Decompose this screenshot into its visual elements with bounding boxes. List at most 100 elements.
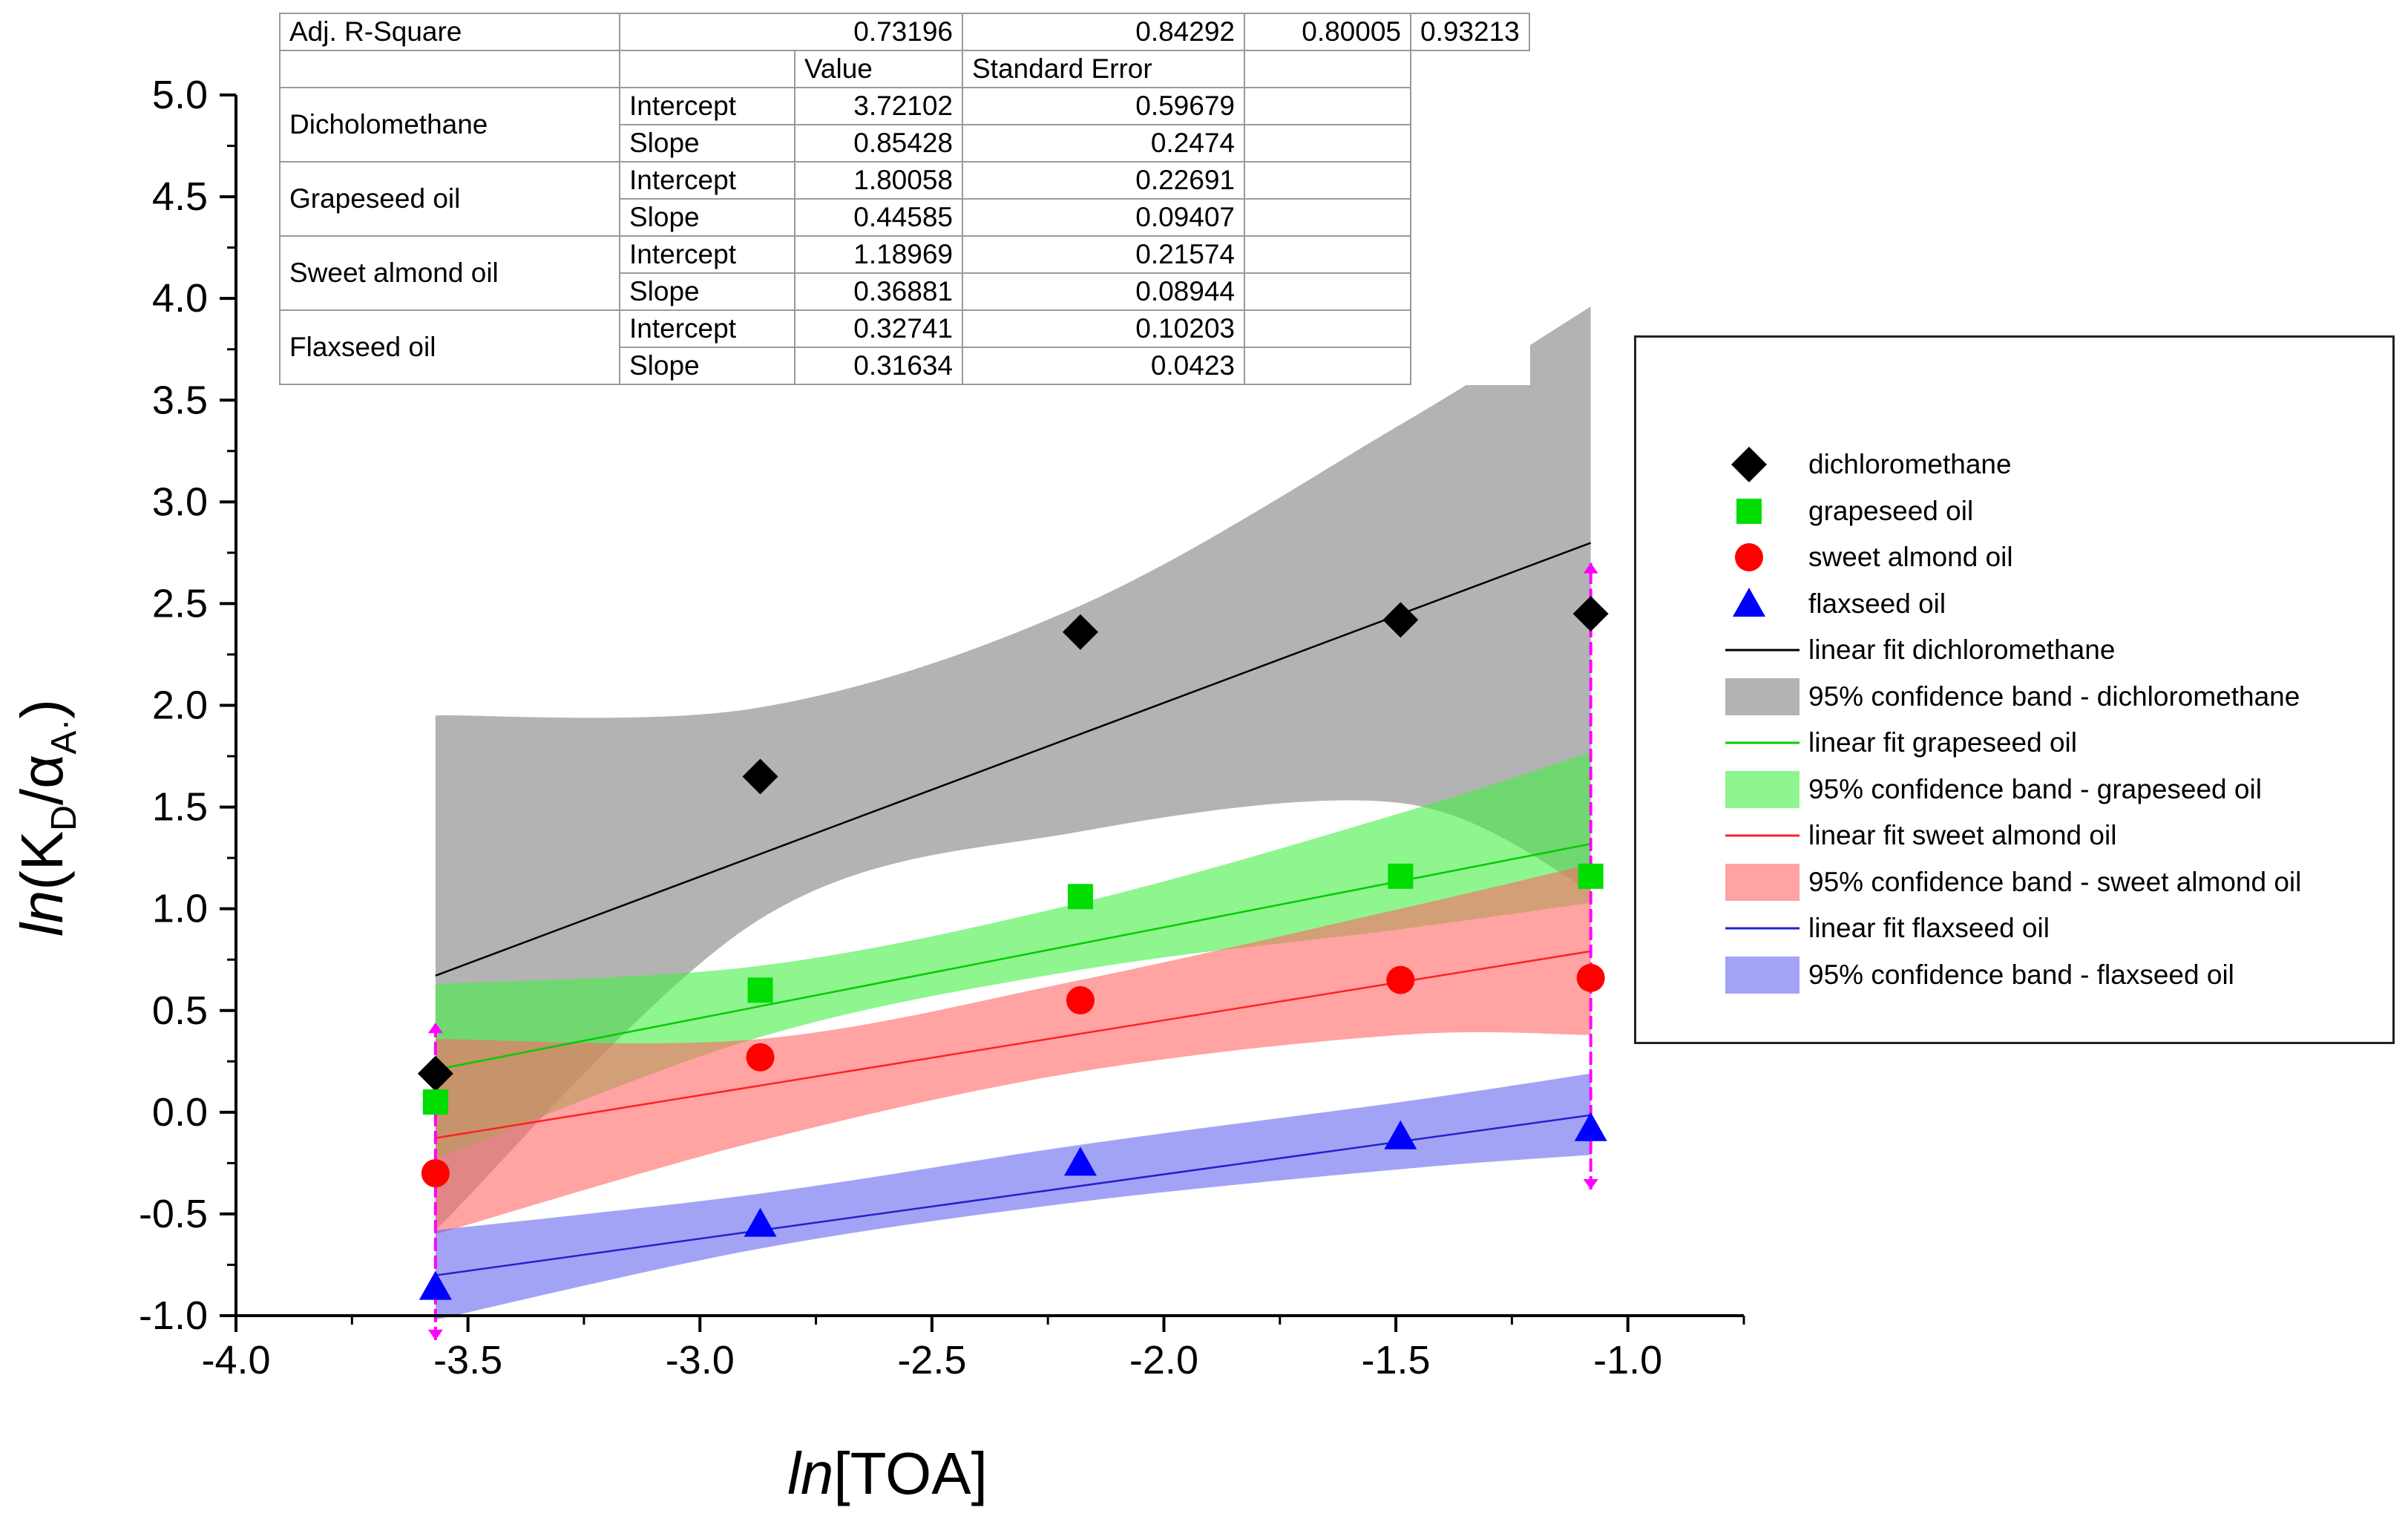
legend-entry: 95% confidence band - flaxseed oil	[1725, 952, 2234, 998]
point-flaxseed-oil	[744, 1207, 777, 1237]
point-sweet-almond-oil	[1576, 963, 1605, 992]
table-row: Slope 0.85428 0.2474	[280, 124, 1529, 163]
legend-symbol	[1725, 720, 1800, 766]
point-sweet-almond-oil	[746, 1043, 775, 1072]
legend-symbol	[1725, 859, 1800, 905]
legend-symbol	[1725, 627, 1800, 673]
legend-label: grapeseed oil	[1808, 495, 1974, 526]
point-flaxseed-oil	[1574, 1112, 1607, 1141]
y-tick-label: -0.5	[139, 1192, 208, 1236]
table-cell: 0.32741	[794, 309, 963, 348]
table-cell: 1.18969	[794, 235, 963, 274]
point-grapeseed-oil	[422, 1089, 448, 1115]
y-tick-label: 3.0	[152, 479, 208, 524]
legend-symbol	[1725, 767, 1800, 813]
table-cell	[1244, 124, 1411, 163]
legend: dichloromethane grapeseed oil sweet almond…	[1634, 335, 2395, 1044]
x-tick-label: -1.0	[1593, 1338, 1662, 1382]
point-grapeseed-oil	[1388, 863, 1414, 889]
legend-label: 95% confidence band - grapeseed oil	[1808, 773, 2262, 804]
y-axis-label: ln(KD/αA·)	[9, 699, 84, 936]
table-cell: Slope	[619, 347, 795, 385]
x-tick-label: -2.5	[897, 1338, 966, 1382]
point-flaxseed-oil	[1384, 1120, 1417, 1149]
legend-symbol	[1725, 813, 1800, 859]
data-points	[417, 596, 1609, 1300]
point-dichloromethane	[417, 1055, 453, 1092]
y-tick-label: 4.5	[152, 174, 208, 219]
table-cell	[1244, 347, 1411, 385]
point-grapeseed-oil	[747, 977, 773, 1003]
error-bar-cap	[427, 1023, 443, 1034]
table-cell: Slope	[619, 198, 795, 237]
table-row: Flaxseed oil Intercept 0.32741 0.10203	[279, 309, 1529, 385]
y-tick-label: 2.0	[152, 683, 208, 728]
table-row: Grapeseed oil Intercept 1.80058 0.22691	[279, 161, 1529, 237]
legend-entry: linear fit grapeseed oil	[1725, 720, 2077, 766]
x-tick-label: -2.0	[1129, 1338, 1198, 1382]
legend-entry: grapeseed oil	[1725, 488, 1973, 534]
point-dichloromethane	[1382, 602, 1419, 638]
band-flaxseed-oil	[435, 1073, 1591, 1320]
legend-label: sweet almond oil	[1808, 542, 2013, 572]
table-cell: 0.93213	[1410, 13, 1530, 51]
table-cell: Dicholomethane	[279, 87, 620, 163]
point-grapeseed-oil	[1578, 863, 1604, 889]
legend-marker	[1731, 447, 1767, 482]
table-cell: Intercept	[619, 309, 795, 348]
table-cell: Adj. R-Square	[279, 13, 620, 51]
legend-marker	[1735, 543, 1763, 571]
table-row: Dicholomethane Intercept 3.72102 0.59679	[279, 87, 1529, 163]
error-bar-cap	[427, 1329, 443, 1340]
point-flaxseed-oil	[1063, 1146, 1097, 1176]
point-sweet-almond-oil	[1386, 965, 1415, 994]
table-cell: 0.08944	[962, 272, 1245, 311]
legend-marker	[1733, 587, 1765, 617]
legend-symbol	[1725, 674, 1800, 720]
table-cell: 0.0423	[962, 347, 1245, 385]
table-cell: 0.80005	[1244, 13, 1411, 51]
table-cell: 0.84292	[962, 13, 1245, 51]
confidence-bands	[435, 306, 1591, 1320]
table-row: Value Standard Error	[279, 50, 1529, 88]
legend-band	[1725, 863, 1800, 901]
table-row: Sweet almond oil Intercept 1.18969 0.21574	[279, 235, 1529, 311]
y-tick-label: -1.0	[139, 1293, 208, 1338]
table-cell: 0.2474	[962, 124, 1245, 163]
legend-entry: linear fit dichloromethane	[1725, 627, 2115, 673]
legend-label: 95% confidence band - dichloromethane	[1808, 680, 2300, 712]
table-cell	[1244, 198, 1411, 237]
y-tick-label: 0.0	[152, 1090, 208, 1135]
x-tick-label: -4.0	[201, 1338, 270, 1382]
band-sweet-almond-oil	[435, 864, 1591, 1235]
legend-entry: linear fit sweet almond oil	[1725, 813, 2116, 859]
legend-label: linear fit grapeseed oil	[1808, 727, 2077, 758]
table-cell: 0.22691	[962, 161, 1245, 200]
table-cell: Slope	[619, 124, 795, 163]
error-bar-cap	[1583, 562, 1598, 574]
legend-entry: dichloromethane	[1725, 442, 2012, 488]
point-dichloromethane	[1062, 614, 1098, 650]
point-dichloromethane	[742, 758, 778, 795]
table-cell: Intercept	[619, 87, 795, 125]
table-cell: 0.73196	[619, 13, 963, 51]
legend-symbol	[1725, 905, 1800, 951]
point-flaxseed-oil	[419, 1270, 452, 1300]
table-cell	[1244, 272, 1411, 311]
table-cell: Value	[794, 50, 963, 88]
legend-symbol	[1725, 952, 1800, 998]
x-tick-label: -1.5	[1362, 1338, 1431, 1382]
legend-entry: 95% confidence band - sweet almond oil	[1725, 859, 2301, 905]
table-cell: 0.10203	[962, 309, 1245, 348]
x-axis-label: ln[TOA]	[787, 1440, 988, 1506]
point-dichloromethane	[1572, 596, 1609, 632]
table-cell: 0.44585	[794, 198, 963, 237]
table-row: Adj. R-Square 0.73196 0.84292 0.80005 0.9321…	[279, 13, 1530, 51]
point-sweet-almond-oil	[1066, 986, 1095, 1015]
table-cell: Flaxseed oil	[279, 309, 620, 385]
legend-label: dichloromethane	[1808, 449, 2012, 479]
y-tick-label: 2.5	[152, 581, 208, 626]
legend-label: 95% confidence band - flaxseed oil	[1808, 959, 2234, 990]
legend-label: linear fit sweet almond oil	[1808, 820, 2117, 850]
